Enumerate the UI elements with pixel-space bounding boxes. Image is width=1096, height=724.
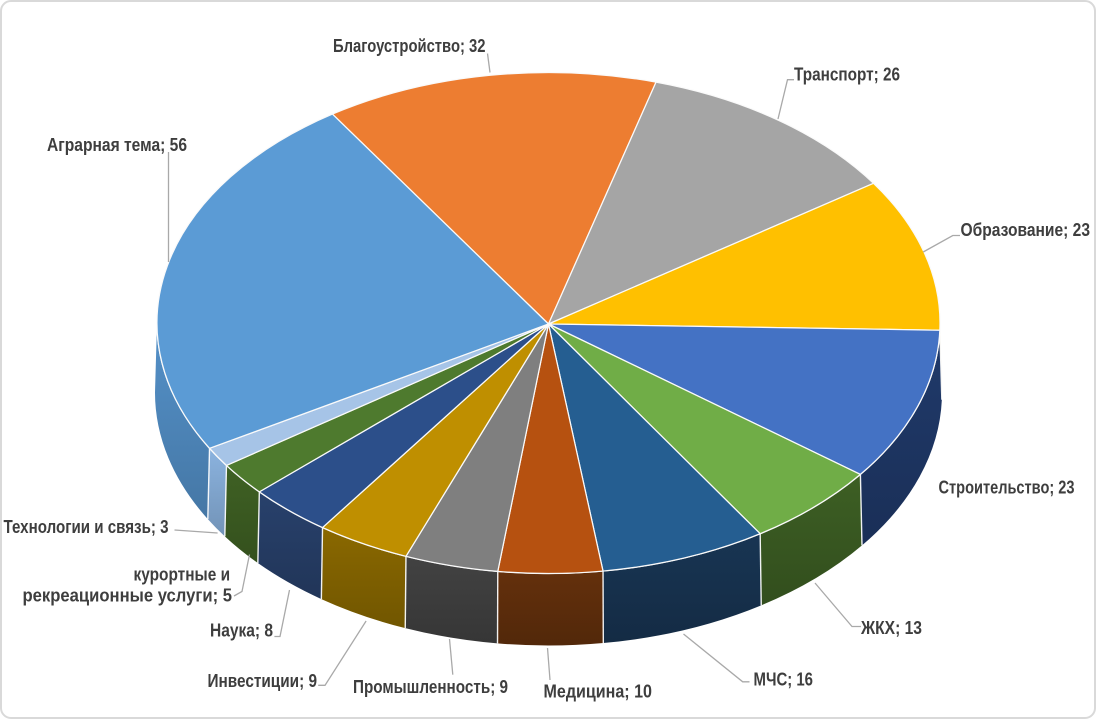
svg-text:ЖКХ; 13: ЖКХ; 13 (860, 617, 922, 638)
svg-text:Технологии и связь; 3: Технологии и связь; 3 (4, 516, 169, 537)
svg-text:Аграрная тема; 56: Аграрная тема; 56 (47, 134, 187, 155)
svg-text:курортные и: курортные и (134, 564, 231, 585)
svg-text:Образование; 23: Образование; 23 (961, 219, 1091, 240)
svg-text:МЧС; 16: МЧС; 16 (754, 669, 814, 690)
svg-text:Промышленность; 9: Промышленность; 9 (353, 676, 508, 697)
svg-text:Инвестиции; 9: Инвестиции; 9 (208, 670, 318, 691)
svg-text:Благоустройство; 32: Благоустройство; 32 (333, 35, 486, 56)
svg-text:Строительство; 23: Строительство; 23 (939, 476, 1075, 497)
svg-text:Медицина; 10: Медицина; 10 (544, 681, 653, 702)
svg-text:Наука; 8: Наука; 8 (210, 620, 273, 641)
svg-text:рекреационные услуги; 5: рекреационные услуги; 5 (23, 585, 233, 606)
svg-text:Транспорт; 26: Транспорт; 26 (794, 64, 900, 85)
